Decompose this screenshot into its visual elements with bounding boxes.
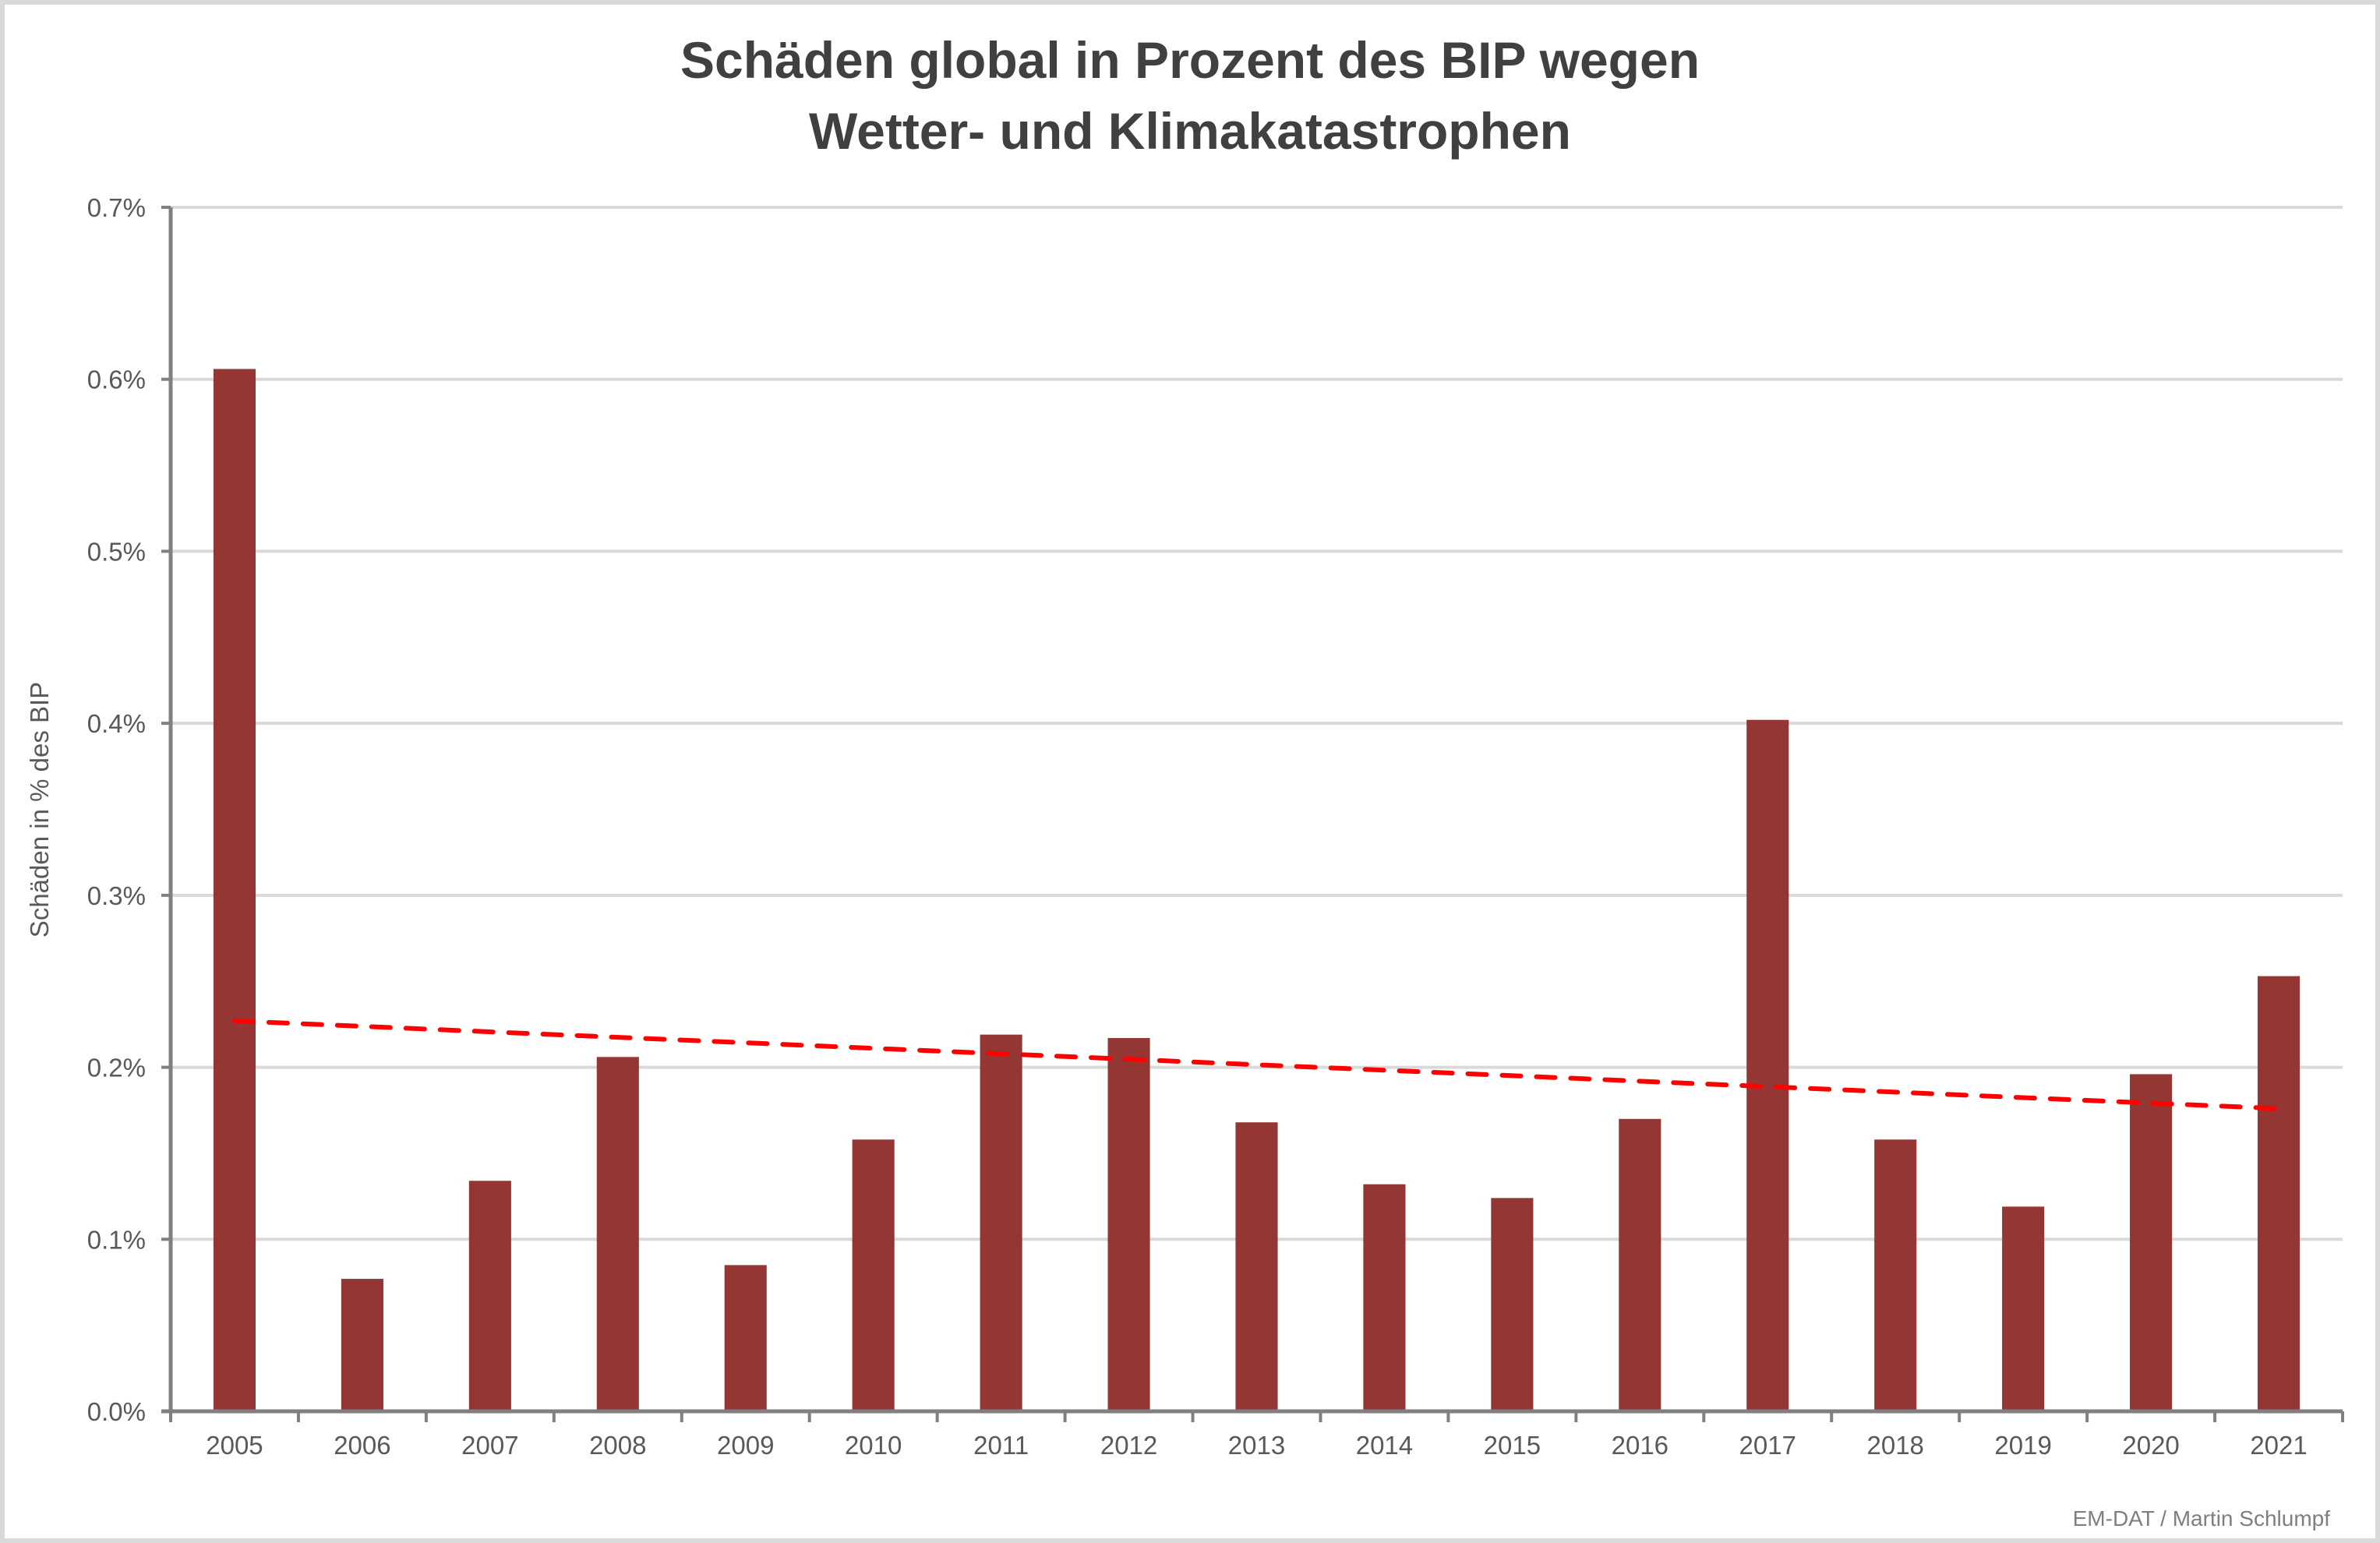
x-tick-label: 2013 xyxy=(1228,1431,1285,1460)
y-tick-label: 0.1% xyxy=(87,1225,146,1254)
bar-2012 xyxy=(1107,1038,1150,1411)
chart-title-line-2: Wetter- und Klimakatastrophen xyxy=(809,102,1571,160)
source-credit: EM-DAT / Martin Schlumpf xyxy=(2073,1506,2331,1531)
x-tick-labels: 2005 2006 2007 2008 2009 2010 2011 2012 2013 2014… xyxy=(206,1431,2307,1460)
x-tick-label: 2012 xyxy=(1100,1431,1157,1460)
bar-2006 xyxy=(341,1279,383,1411)
x-tick-label: 2007 xyxy=(461,1431,518,1460)
x-tick-label: 2008 xyxy=(589,1431,646,1460)
x-tick-label: 2010 xyxy=(845,1431,902,1460)
chart-title-line-1: Schäden global in Prozent des BIP wegen xyxy=(680,31,1700,89)
x-tick-label: 2009 xyxy=(717,1431,774,1460)
bar-2005 xyxy=(213,369,256,1411)
y-tick-label: 0.2% xyxy=(87,1054,146,1082)
bar-2021 xyxy=(2257,976,2301,1411)
x-tick-label: 2018 xyxy=(1866,1431,1923,1460)
x-tick-label: 2014 xyxy=(1356,1431,1413,1460)
bar-2014 xyxy=(1363,1184,1406,1411)
y-tick-label: 0.7% xyxy=(87,193,146,222)
bar-2020 xyxy=(2130,1074,2173,1411)
bar-2010 xyxy=(852,1139,895,1411)
y-tick-label: 0.3% xyxy=(87,881,146,910)
trendline-dashed xyxy=(231,1018,2282,1111)
x-tick-label: 2021 xyxy=(2250,1431,2307,1460)
bar-2013 xyxy=(1235,1122,1278,1411)
y-tick-label: 0.5% xyxy=(87,537,146,566)
y-tick-label: 0.4% xyxy=(87,709,146,738)
bar-2019 xyxy=(2002,1206,2045,1411)
x-tick-label: 2005 xyxy=(206,1431,263,1460)
x-tick-label: 2017 xyxy=(1739,1431,1796,1460)
bar-2008 xyxy=(596,1057,639,1411)
bar-2009 xyxy=(724,1265,767,1411)
bar-2018 xyxy=(1874,1139,1917,1411)
bar-2007 xyxy=(468,1181,511,1411)
bar-2015 xyxy=(1491,1198,1534,1411)
y-tick-label: 0.0% xyxy=(87,1397,146,1426)
x-tick-label: 2015 xyxy=(1484,1431,1541,1460)
bar-2017 xyxy=(1746,719,1789,1411)
axes xyxy=(161,206,2344,1422)
x-tick-label: 2019 xyxy=(1994,1431,2051,1460)
x-tick-label: 2016 xyxy=(1612,1431,1668,1460)
bar-2016 xyxy=(1619,1118,1661,1411)
bars xyxy=(213,369,2301,1411)
bar-2011 xyxy=(980,1034,1022,1411)
gridlines xyxy=(171,206,2343,1241)
y-tick-labels: 0.0% 0.1% 0.2% 0.3% 0.4% 0.5% 0.6% 0.7% xyxy=(87,193,146,1426)
y-tick-label: 0.6% xyxy=(87,365,146,394)
x-tick-label: 2006 xyxy=(334,1431,390,1460)
x-tick-label: 2011 xyxy=(973,1431,1029,1460)
trendline xyxy=(231,1018,2282,1111)
x-tick-label: 2020 xyxy=(2122,1431,2179,1460)
y-axis-title: Schäden in % des BIP xyxy=(25,682,54,937)
